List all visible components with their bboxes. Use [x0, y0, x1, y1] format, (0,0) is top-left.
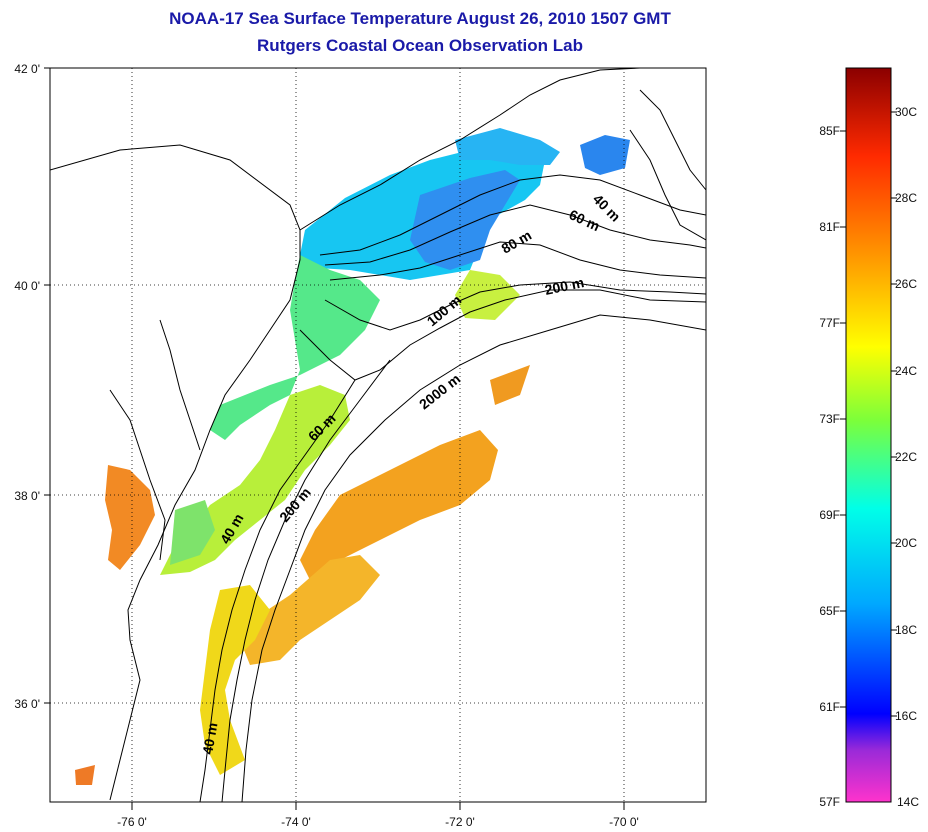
cbar-label-69f: 69F [819, 508, 840, 522]
sst-patch-delmarva-green [170, 500, 215, 565]
contour-label-2000m: 2000 m [416, 371, 463, 413]
sst-patch-offshore-green [455, 270, 520, 320]
coastline [50, 144, 301, 801]
sst-patch-cape-cod [580, 135, 630, 175]
contour-label-80m: 80 m [499, 227, 535, 257]
isobath-shelf-south-2 [221, 359, 391, 802]
cbar-label-81f: 81F [819, 220, 840, 234]
sst-patch-long-island [455, 128, 560, 165]
cbar-label-73f: 73F [819, 412, 840, 426]
sst-patch-gulf-stream-south [240, 555, 380, 665]
contour-label-40m-south: 40 m [199, 721, 220, 755]
isobath-200m [299, 289, 706, 381]
sst-patch-blue-offshore [410, 170, 520, 270]
isobath-shelf-south [199, 379, 356, 802]
lon-label-76: -76 0' [117, 815, 147, 829]
lat-label-40: 40 0' [14, 279, 40, 293]
cbar-label-24c: 24C [895, 364, 917, 378]
lat-label-38: 38 0' [14, 489, 40, 503]
colorbar-labels-c: 30C 28C 26C 24C 22C 20C 18C 16C 14C [895, 105, 919, 809]
isobath-100m [324, 281, 706, 331]
map-subtitle: Rutgers Coastal Ocean Observation Lab [257, 36, 583, 55]
map-frame [49, 67, 707, 803]
sst-patch-gulf-stream [300, 430, 498, 580]
cbar-label-85f: 85F [819, 124, 840, 138]
cbar-label-26c: 26C [895, 277, 917, 291]
tick-labels: -76 0' -74 0' -72 0' -70 0' 42 0' 40 0' … [14, 62, 638, 829]
cbar-label-77f: 77F [819, 316, 840, 330]
lon-label-74: -74 0' [281, 815, 311, 829]
map-title: NOAA-17 Sea Surface Temperature August 2… [169, 9, 671, 28]
isobath-80m [329, 241, 706, 281]
cbar-label-57f: 57F [819, 795, 840, 809]
contour-label-200m-north: 200 m [543, 274, 585, 298]
contour-label-60m-north: 60 m [567, 206, 603, 234]
lat-label-42: 42 0' [14, 62, 40, 76]
isobath-2000m [241, 314, 706, 802]
sst-patch-chesapeake [105, 465, 155, 570]
sst-patch-south-yellow [200, 585, 270, 775]
sst-patch-east-streaks [490, 365, 530, 405]
cbar-label-14c: 14C [897, 795, 919, 809]
cbar-label-20c: 20C [895, 536, 917, 550]
cbar-label-65f: 65F [819, 604, 840, 618]
cbar-label-22c: 22C [895, 450, 917, 464]
gulf-of-maine-isobath [629, 89, 706, 241]
sst-patch-pamlico [75, 765, 95, 785]
sst-data-layer [75, 128, 630, 785]
colorbar-ticks [840, 111, 897, 717]
cbar-label-61f: 61F [819, 700, 840, 714]
contour-label-100m: 100 m [424, 292, 465, 330]
colorbar-labels-f: 85F 81F 77F 73F 69F 65F 61F 57F [819, 124, 840, 809]
isobath-60m [324, 204, 706, 266]
cbar-label-18c: 18C [895, 623, 917, 637]
isobath-40m [319, 174, 706, 256]
sst-patch-nj-shelf [210, 255, 380, 440]
cbar-label-16c: 16C [895, 709, 917, 723]
lon-label-72: -72 0' [445, 815, 475, 829]
frame-ticks [44, 67, 625, 810]
cbar-label-28c: 28C [895, 191, 917, 205]
graticule [50, 68, 706, 802]
coastline-layer [50, 68, 706, 802]
cbar-label-30c: 30C [895, 105, 917, 119]
coastline-chesapeake [109, 319, 201, 561]
coastline-north [299, 68, 641, 231]
lon-label-70: -70 0' [609, 815, 639, 829]
lat-label-36: 36 0' [14, 697, 40, 711]
colorbar [845, 67, 892, 803]
